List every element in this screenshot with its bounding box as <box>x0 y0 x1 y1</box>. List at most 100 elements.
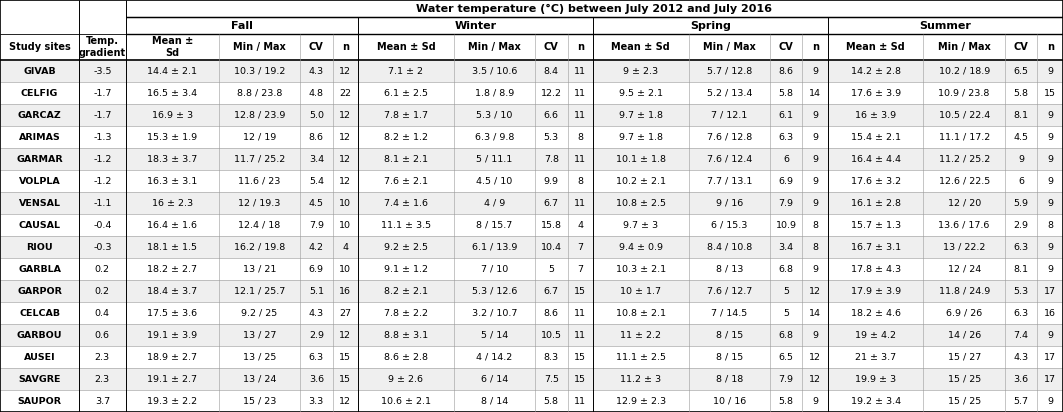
Text: 11.2 ± 3: 11.2 ± 3 <box>621 375 661 384</box>
Text: 7: 7 <box>577 243 584 251</box>
Text: 16.3 ± 3.1: 16.3 ± 3.1 <box>147 176 198 185</box>
Text: 5.8: 5.8 <box>1014 89 1029 98</box>
Text: 4.5: 4.5 <box>1014 133 1029 141</box>
Text: 10: 10 <box>339 199 352 208</box>
Text: 17.5 ± 3.6: 17.5 ± 3.6 <box>147 309 198 318</box>
Text: Min / Max: Min / Max <box>468 42 521 52</box>
Text: 9 ± 2.3: 9 ± 2.3 <box>623 66 658 75</box>
Text: 2.9: 2.9 <box>1014 220 1029 229</box>
Text: 15.4 ± 2.1: 15.4 ± 2.1 <box>850 133 900 141</box>
Text: 18.3 ± 3.7: 18.3 ± 3.7 <box>147 154 198 164</box>
Text: 9.1 ± 1.2: 9.1 ± 1.2 <box>384 265 428 274</box>
Text: n: n <box>1047 42 1053 52</box>
Text: 9: 9 <box>1047 265 1053 274</box>
Text: 4.5: 4.5 <box>309 199 324 208</box>
Text: 2.3: 2.3 <box>95 375 109 384</box>
Text: 4 / 9: 4 / 9 <box>484 199 505 208</box>
Text: n: n <box>812 42 819 52</box>
Text: 15: 15 <box>339 375 352 384</box>
Text: 8 / 14: 8 / 14 <box>480 396 508 405</box>
Text: 10.3 ± 2.1: 10.3 ± 2.1 <box>615 265 665 274</box>
Text: 13 / 21: 13 / 21 <box>242 265 276 274</box>
Text: 5.3: 5.3 <box>1013 286 1029 295</box>
Text: 13 / 24: 13 / 24 <box>242 375 276 384</box>
Text: 5: 5 <box>549 265 554 274</box>
Text: 8.4 / 10.8: 8.4 / 10.8 <box>707 243 752 251</box>
Text: 17.9 ± 3.9: 17.9 ± 3.9 <box>850 286 900 295</box>
Text: 7.5: 7.5 <box>544 375 559 384</box>
Text: 6.1: 6.1 <box>779 110 794 119</box>
Text: 7.6 / 12.7: 7.6 / 12.7 <box>707 286 752 295</box>
Text: 7 / 14.5: 7 / 14.5 <box>711 309 747 318</box>
Text: 12: 12 <box>339 66 352 75</box>
Text: 9: 9 <box>1047 154 1053 164</box>
Text: 6.5: 6.5 <box>1014 66 1029 75</box>
Text: 15: 15 <box>339 353 352 361</box>
Text: 8.6: 8.6 <box>544 309 559 318</box>
Text: 6.7: 6.7 <box>544 199 559 208</box>
Text: 14: 14 <box>809 89 822 98</box>
Text: 19.1 ± 2.7: 19.1 ± 2.7 <box>147 375 197 384</box>
Text: Min / Max: Min / Max <box>938 42 991 52</box>
Text: 7.9: 7.9 <box>779 375 794 384</box>
Text: Winter: Winter <box>455 21 496 30</box>
Text: 11: 11 <box>574 154 587 164</box>
Text: 9: 9 <box>812 133 819 141</box>
Text: 18.1 ± 1.5: 18.1 ± 1.5 <box>147 243 197 251</box>
Text: GARMAR: GARMAR <box>16 154 63 164</box>
Text: 4.3: 4.3 <box>308 309 324 318</box>
Text: VENSAL: VENSAL <box>18 199 61 208</box>
Text: 11: 11 <box>574 309 587 318</box>
Text: 6.1 ± 2.5: 6.1 ± 2.5 <box>384 89 428 98</box>
Bar <box>0 390 1063 412</box>
Text: 8 / 15: 8 / 15 <box>715 353 743 361</box>
Bar <box>0 280 1063 302</box>
Text: Summer: Summer <box>919 21 972 30</box>
Text: 7.9: 7.9 <box>309 220 324 229</box>
Text: 5: 5 <box>783 286 789 295</box>
Text: CAUSAL: CAUSAL <box>18 220 61 229</box>
Bar <box>0 82 1063 104</box>
Text: 5.7: 5.7 <box>1014 396 1029 405</box>
Text: 4: 4 <box>342 243 349 251</box>
Text: 10.5 / 22.4: 10.5 / 22.4 <box>939 110 990 119</box>
Text: 15.3 ± 1.9: 15.3 ± 1.9 <box>147 133 198 141</box>
Text: 11.1 / 17.2: 11.1 / 17.2 <box>939 133 990 141</box>
Bar <box>0 148 1063 170</box>
Bar <box>0 214 1063 236</box>
Text: 1.8 / 8.9: 1.8 / 8.9 <box>475 89 513 98</box>
Text: 5.4: 5.4 <box>309 176 324 185</box>
Text: 16.2 / 19.8: 16.2 / 19.8 <box>234 243 285 251</box>
Text: 14.4 ± 2.1: 14.4 ± 2.1 <box>147 66 197 75</box>
Text: 16.9 ± 3: 16.9 ± 3 <box>152 110 192 119</box>
Text: 12.8 / 23.9: 12.8 / 23.9 <box>234 110 285 119</box>
Text: 16.7 ± 3.1: 16.7 ± 3.1 <box>850 243 900 251</box>
Text: 16: 16 <box>339 286 352 295</box>
Text: 8 / 13: 8 / 13 <box>715 265 743 274</box>
Text: 4: 4 <box>577 220 584 229</box>
Text: 6.9: 6.9 <box>779 176 794 185</box>
Text: 9: 9 <box>1047 199 1053 208</box>
Text: 12 / 24: 12 / 24 <box>947 265 981 274</box>
Text: n: n <box>342 42 349 52</box>
Text: 8.6: 8.6 <box>779 66 794 75</box>
Text: 15: 15 <box>574 353 587 361</box>
Text: 12: 12 <box>809 286 822 295</box>
Text: 9: 9 <box>1047 396 1053 405</box>
Text: Fall: Fall <box>231 21 253 30</box>
Text: 9.9: 9.9 <box>544 176 559 185</box>
Text: 4.3: 4.3 <box>308 66 324 75</box>
Text: 9: 9 <box>1047 330 1053 339</box>
Text: 19.9 ± 3: 19.9 ± 3 <box>856 375 896 384</box>
Text: n: n <box>577 42 584 52</box>
Text: 12 / 20: 12 / 20 <box>947 199 981 208</box>
Text: Temp.
gradient: Temp. gradient <box>79 36 125 58</box>
Text: 9: 9 <box>812 176 819 185</box>
Text: 9.4 ± 0.9: 9.4 ± 0.9 <box>619 243 663 251</box>
Text: 6.7: 6.7 <box>544 286 559 295</box>
Text: 16.4 ± 1.6: 16.4 ± 1.6 <box>147 220 197 229</box>
Text: 6.9: 6.9 <box>309 265 324 274</box>
Text: 12: 12 <box>339 396 352 405</box>
Bar <box>0 192 1063 214</box>
Text: 6.9 / 26: 6.9 / 26 <box>946 309 982 318</box>
